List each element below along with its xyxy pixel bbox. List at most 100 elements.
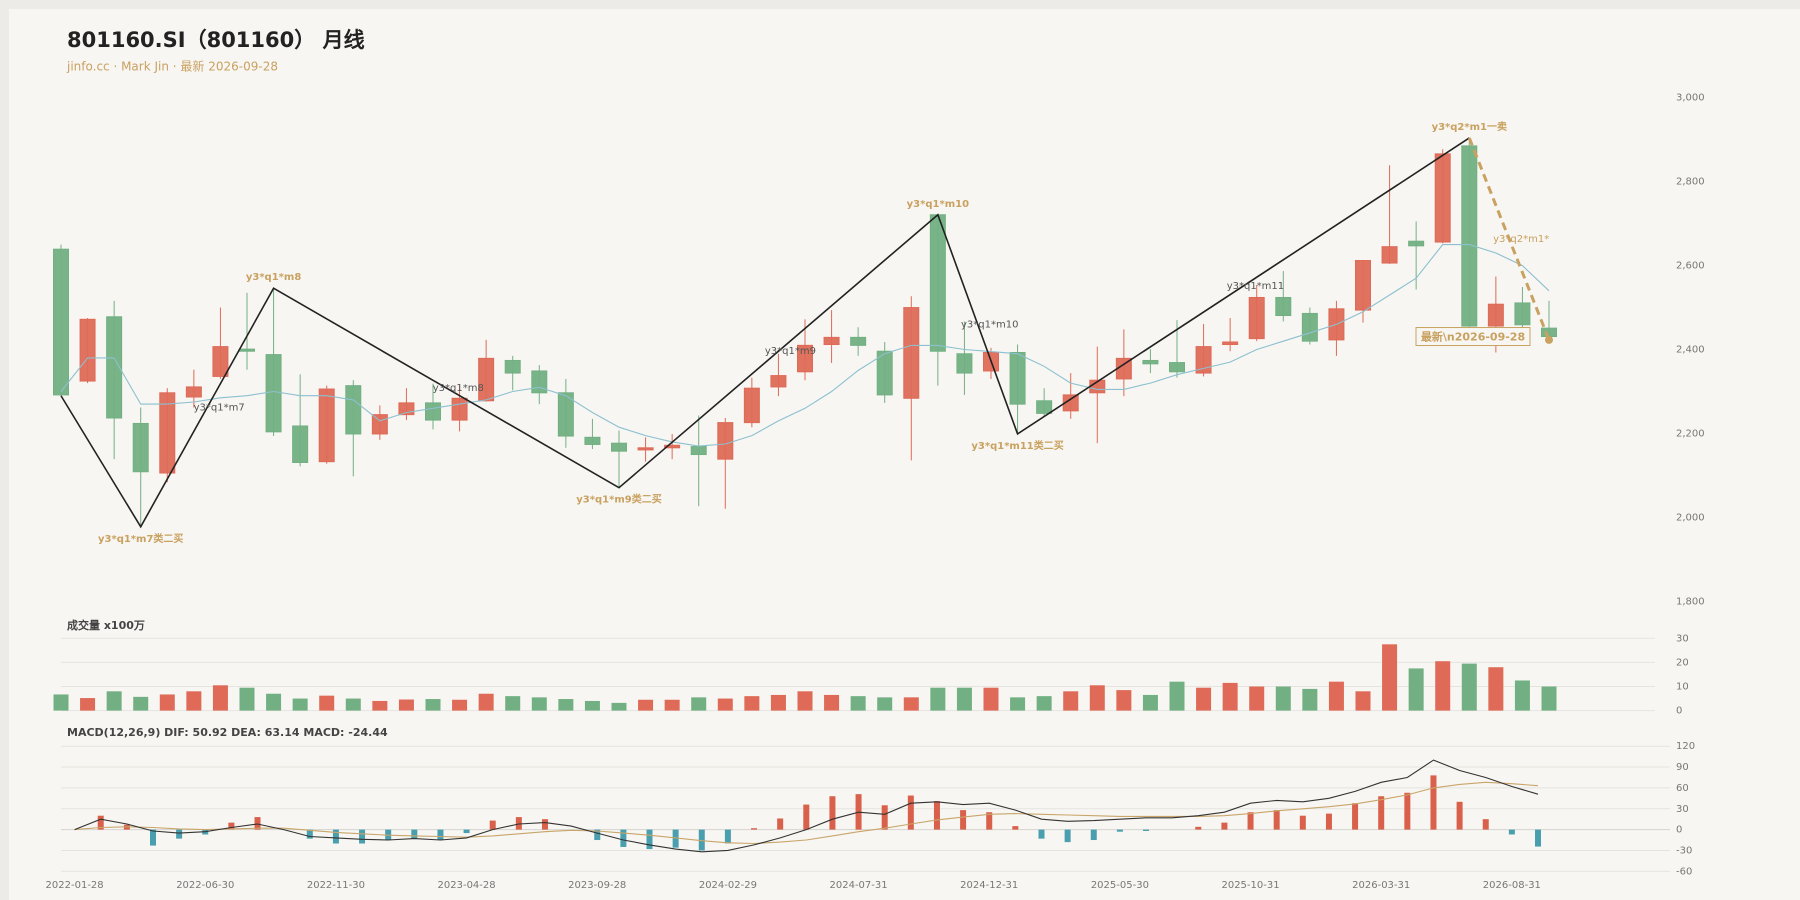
candle-body bbox=[318, 388, 335, 463]
dea-line bbox=[74, 781, 1539, 845]
macd-bar bbox=[594, 829, 601, 841]
x-tick-label: 2022-06-30 bbox=[176, 880, 234, 891]
pivot-label: y3*q1*m9类二买 bbox=[576, 493, 661, 506]
x-tick-label: 2022-11-30 bbox=[307, 880, 365, 891]
volume-bar bbox=[877, 697, 893, 711]
volume-tick-label: 30 bbox=[1676, 633, 1689, 644]
volume-bar bbox=[611, 702, 627, 711]
macd-bar bbox=[1247, 812, 1254, 830]
candle-body bbox=[1514, 302, 1531, 326]
volume-bar bbox=[319, 695, 335, 711]
volume-bar bbox=[824, 694, 840, 711]
volume-tick-label: 0 bbox=[1676, 706, 1682, 717]
macd-bar bbox=[437, 829, 444, 841]
pivot-label: y3*q1*m8 bbox=[246, 272, 301, 283]
volume-bar bbox=[1461, 663, 1477, 711]
candle-body bbox=[239, 348, 255, 352]
volume-bar bbox=[584, 700, 600, 711]
macd-bar bbox=[1299, 815, 1306, 830]
pivot-label: y3*q1*m10 bbox=[907, 199, 969, 210]
volume-bar bbox=[1063, 691, 1079, 711]
candle-body bbox=[106, 316, 123, 419]
candle-body bbox=[451, 397, 468, 421]
macd-bar bbox=[829, 796, 836, 830]
volume-bar bbox=[1275, 686, 1291, 711]
volume-bar bbox=[1435, 661, 1451, 711]
macd-bar bbox=[1352, 803, 1359, 830]
volume-bar bbox=[797, 691, 813, 711]
volume-bar bbox=[1328, 681, 1344, 711]
latest-box bbox=[1415, 327, 1531, 347]
macd-bar bbox=[306, 829, 313, 839]
x-tick-label: 2023-04-28 bbox=[438, 880, 496, 891]
candle-body bbox=[717, 422, 734, 460]
candle-body bbox=[1248, 296, 1265, 340]
candle-body bbox=[371, 414, 388, 435]
volume-bar bbox=[983, 687, 999, 711]
candle-body bbox=[1036, 400, 1053, 414]
macd-bar bbox=[541, 819, 548, 830]
x-tick-label: 2025-05-30 bbox=[1091, 880, 1149, 891]
candle-body bbox=[1275, 296, 1292, 317]
candle-body bbox=[1541, 327, 1557, 338]
volume-bar bbox=[638, 699, 654, 711]
leg-label: y3*q1*m8 bbox=[433, 383, 484, 394]
volume-bar bbox=[1142, 694, 1158, 711]
volume-bar bbox=[930, 687, 946, 711]
macd-bar bbox=[97, 815, 104, 830]
macd-bar bbox=[933, 801, 940, 830]
macd-bar bbox=[1273, 810, 1280, 830]
volume-bar bbox=[1010, 697, 1026, 711]
candle-body bbox=[823, 336, 840, 346]
candle-body bbox=[292, 425, 309, 464]
candle-body bbox=[79, 318, 96, 382]
candle-body bbox=[770, 375, 787, 388]
x-tick-label: 2024-02-29 bbox=[699, 880, 757, 891]
candle-body bbox=[1169, 362, 1185, 373]
candle-body bbox=[1009, 351, 1026, 405]
volume-bar bbox=[345, 698, 361, 711]
candle-body bbox=[1222, 341, 1239, 346]
volume-bar bbox=[159, 694, 175, 711]
volume-label: 成交量 x100万 bbox=[67, 618, 145, 632]
macd-bar bbox=[1012, 826, 1019, 830]
candle-body bbox=[1142, 359, 1159, 365]
candle-body bbox=[185, 386, 202, 398]
volume-bar bbox=[1089, 685, 1105, 711]
volume-bar bbox=[717, 698, 733, 711]
volume-bar bbox=[558, 699, 574, 711]
latest-point bbox=[1545, 335, 1553, 344]
macd-bar bbox=[881, 805, 888, 830]
macd-bar bbox=[672, 829, 679, 848]
macd-bar bbox=[986, 812, 993, 830]
candle-body bbox=[850, 336, 867, 346]
volume-bar bbox=[1488, 667, 1504, 711]
y-tick-label: 1,800 bbox=[1676, 597, 1705, 608]
dif-line bbox=[74, 759, 1539, 853]
candle-body bbox=[1195, 346, 1212, 374]
volume-bar bbox=[133, 696, 149, 711]
macd-bar bbox=[1508, 829, 1515, 835]
leg-label: y3*q1*m10 bbox=[961, 319, 1018, 330]
candle-body bbox=[1408, 240, 1425, 247]
macd-bar bbox=[698, 829, 705, 851]
volume-bar bbox=[1222, 682, 1238, 711]
y-tick-label: 2,400 bbox=[1676, 345, 1705, 356]
volume-bar bbox=[664, 699, 680, 711]
volume-bar bbox=[106, 691, 122, 711]
macd-bar bbox=[254, 817, 261, 830]
y-tick-label: 2,200 bbox=[1676, 429, 1705, 440]
x-tick-label: 2022-01-28 bbox=[46, 880, 104, 891]
macd-bar bbox=[1143, 829, 1150, 831]
macd-bar bbox=[751, 828, 758, 830]
y-tick-label: 2,000 bbox=[1676, 513, 1705, 524]
macd-bar bbox=[1456, 801, 1463, 830]
macd-tick-label: 60 bbox=[1676, 783, 1689, 794]
zigzag-pending-line bbox=[1467, 137, 1551, 341]
candle-body bbox=[1301, 312, 1318, 342]
macd-bar bbox=[463, 829, 470, 834]
macd-bar bbox=[1064, 829, 1071, 843]
candle-body bbox=[53, 248, 69, 396]
candle-body bbox=[797, 344, 813, 373]
